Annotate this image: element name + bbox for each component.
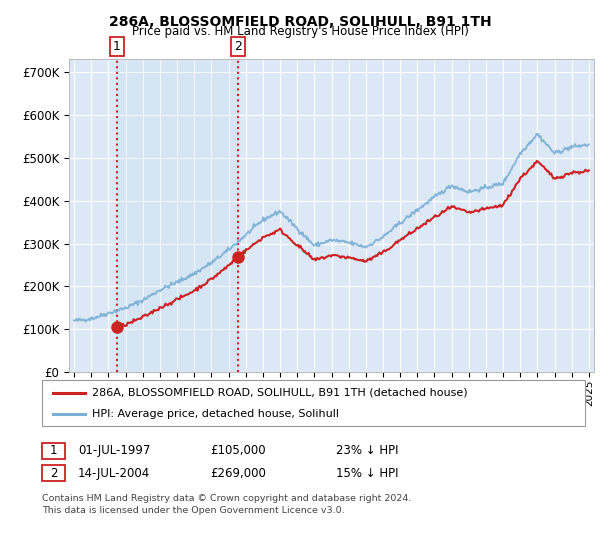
Text: Price paid vs. HM Land Registry's House Price Index (HPI): Price paid vs. HM Land Registry's House … [131, 25, 469, 38]
Text: 15% ↓ HPI: 15% ↓ HPI [336, 466, 398, 480]
Bar [117, 59, 238, 372]
Text: 286A, BLOSSOMFIELD ROAD, SOLIHULL, B91 1TH (detached house): 286A, BLOSSOMFIELD ROAD, SOLIHULL, B91 1… [92, 388, 468, 398]
Text: HPI: Average price, detached house, Solihull: HPI: Average price, detached house, Soli… [92, 409, 340, 419]
Text: 23% ↓ HPI: 23% ↓ HPI [336, 444, 398, 458]
Text: £269,000: £269,000 [210, 466, 266, 480]
Text: 1: 1 [113, 40, 121, 53]
Text: 2: 2 [234, 40, 242, 53]
Text: £105,000: £105,000 [210, 444, 266, 458]
Text: 1: 1 [50, 444, 57, 458]
Text: 2: 2 [50, 466, 57, 480]
Text: Contains HM Land Registry data © Crown copyright and database right 2024.
This d: Contains HM Land Registry data © Crown c… [42, 494, 412, 515]
Text: 14-JUL-2004: 14-JUL-2004 [78, 466, 150, 480]
Text: 286A, BLOSSOMFIELD ROAD, SOLIHULL, B91 1TH: 286A, BLOSSOMFIELD ROAD, SOLIHULL, B91 1… [109, 15, 491, 29]
Text: 01-JUL-1997: 01-JUL-1997 [78, 444, 151, 458]
